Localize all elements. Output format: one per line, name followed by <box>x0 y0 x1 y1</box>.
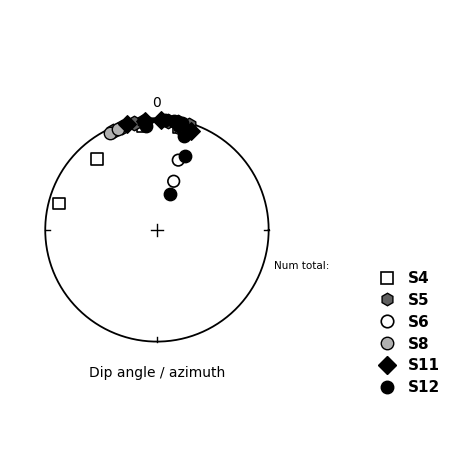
Point <box>187 127 195 135</box>
Legend: S4, S5, S6, S8, S11, S12: S4, S5, S6, S8, S11, S12 <box>365 265 447 401</box>
Point <box>140 117 147 125</box>
Point <box>142 122 150 129</box>
Point <box>178 119 185 127</box>
Point <box>166 190 174 198</box>
Point <box>185 128 192 136</box>
Point <box>170 118 178 125</box>
Point <box>170 177 177 185</box>
Point <box>180 133 188 140</box>
Point <box>164 117 172 125</box>
Point <box>178 120 185 128</box>
Text: 0: 0 <box>153 96 161 110</box>
Point <box>130 119 138 127</box>
Point <box>115 126 122 133</box>
Point <box>55 200 63 208</box>
Point <box>185 121 193 129</box>
Text: Dip angle / azimuth: Dip angle / azimuth <box>89 366 225 380</box>
Point <box>157 117 164 124</box>
Text: Num total:: Num total: <box>274 261 329 271</box>
Point <box>123 120 130 128</box>
Point <box>177 124 184 132</box>
Point <box>175 124 182 131</box>
Point <box>161 117 168 124</box>
Point <box>174 156 182 164</box>
Point <box>93 155 101 163</box>
Point <box>118 123 125 131</box>
Point <box>173 120 181 128</box>
Point <box>109 127 117 134</box>
Point <box>182 152 189 160</box>
Point <box>138 122 146 130</box>
Point <box>174 118 182 126</box>
Point <box>142 117 149 125</box>
Point <box>106 129 113 137</box>
